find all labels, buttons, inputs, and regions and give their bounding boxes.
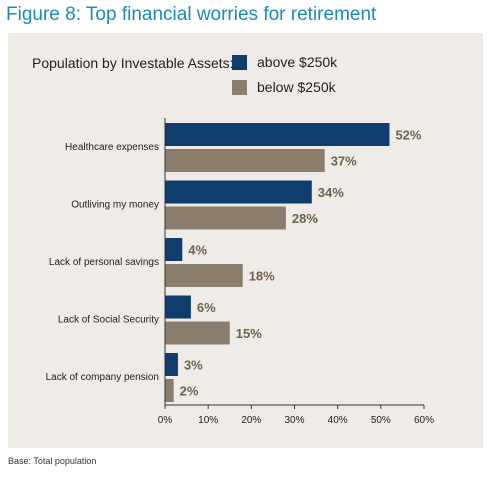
data-label: 3% — [184, 358, 203, 373]
category-label: Lack of company pension — [46, 372, 159, 383]
figure-title: Figure 8: Top financial worries for reti… — [6, 4, 377, 25]
bar-above — [165, 123, 390, 146]
data-label: 52% — [395, 128, 421, 143]
bar-below — [165, 264, 243, 287]
x-tick-label: 10% — [198, 415, 218, 426]
x-tick-label: 30% — [284, 415, 304, 426]
x-tick-label: 60% — [414, 415, 434, 426]
legend-label-above: above $250k — [257, 54, 338, 70]
bar-below — [165, 206, 286, 230]
x-tick-label: 40% — [328, 415, 348, 426]
bar-below — [165, 149, 325, 172]
category-label: Outliving my money — [71, 200, 159, 211]
data-label: 18% — [249, 269, 275, 284]
category-label: Healthcare expenses — [65, 142, 159, 153]
bar-below — [165, 321, 230, 345]
base-note: Base: Total population — [8, 456, 97, 466]
bar-above — [165, 180, 312, 204]
x-tick-label: 0% — [158, 415, 173, 426]
bar-above — [165, 353, 178, 376]
bar-below — [165, 379, 174, 402]
category-label: Lack of Social Security — [58, 315, 159, 326]
data-label: 37% — [331, 154, 357, 169]
chart-panel: Population by Investable Assets: above $… — [8, 33, 483, 448]
bar-above — [165, 238, 183, 261]
legend-title: Population by Investable Assets: — [32, 55, 234, 71]
data-label: 6% — [197, 300, 216, 315]
x-tick-label: 20% — [241, 415, 261, 426]
data-label: 28% — [292, 211, 318, 226]
legend-label-below: below $250k — [257, 79, 336, 95]
legend-swatch-above — [232, 55, 247, 70]
data-label: 15% — [236, 326, 262, 341]
legend-swatch-below — [232, 80, 247, 95]
category-label: Lack of personal savings — [49, 257, 159, 268]
data-label: 34% — [318, 185, 344, 200]
bar-above — [165, 295, 191, 319]
data-label: 2% — [180, 384, 199, 399]
data-label: 4% — [188, 243, 207, 258]
x-tick-label: 50% — [371, 415, 391, 426]
